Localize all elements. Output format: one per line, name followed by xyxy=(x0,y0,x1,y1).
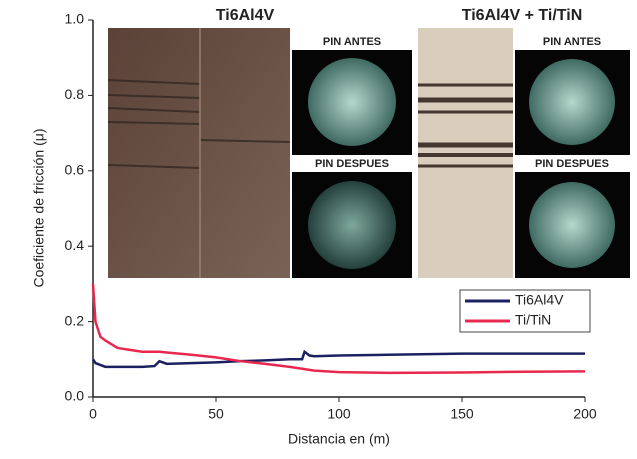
y-tick-label: 1.0 xyxy=(65,11,85,27)
x-tick-label: 150 xyxy=(450,406,474,422)
annotation: Ti6Al4V + Ti/TiN xyxy=(462,7,583,24)
series-line xyxy=(91,349,585,369)
y-tick-label: 0.2 xyxy=(65,312,85,328)
y-tick-label: 0.4 xyxy=(65,237,85,253)
y-tick-label: 0.8 xyxy=(65,86,85,102)
inset-photos xyxy=(107,28,630,278)
series-line xyxy=(91,283,586,375)
annotation: Ti6Al4V xyxy=(216,7,275,24)
x-tick-label: 200 xyxy=(573,406,597,422)
y-tick-label: 0.0 xyxy=(65,388,85,404)
legend-label: Ti/TiN xyxy=(515,312,551,328)
y-axis-title: Coeficiente de fricción (μ) xyxy=(31,128,47,287)
x-axis-title: Distancia en (m) xyxy=(288,431,390,447)
legend-box xyxy=(459,289,591,333)
annotation: PIN DESPUES xyxy=(315,158,389,170)
annotation: PIN ANTES xyxy=(323,36,381,48)
x-tick-label: 100 xyxy=(327,406,351,422)
annotation: PIN ANTES xyxy=(543,36,601,48)
x-tick-label: 50 xyxy=(208,406,224,422)
annotation: PIN DESPUES xyxy=(535,158,609,170)
legend-label: Ti6Al4V xyxy=(515,292,564,308)
y-tick-label: 0.6 xyxy=(65,162,85,178)
x-tick-label: 0 xyxy=(89,406,97,422)
